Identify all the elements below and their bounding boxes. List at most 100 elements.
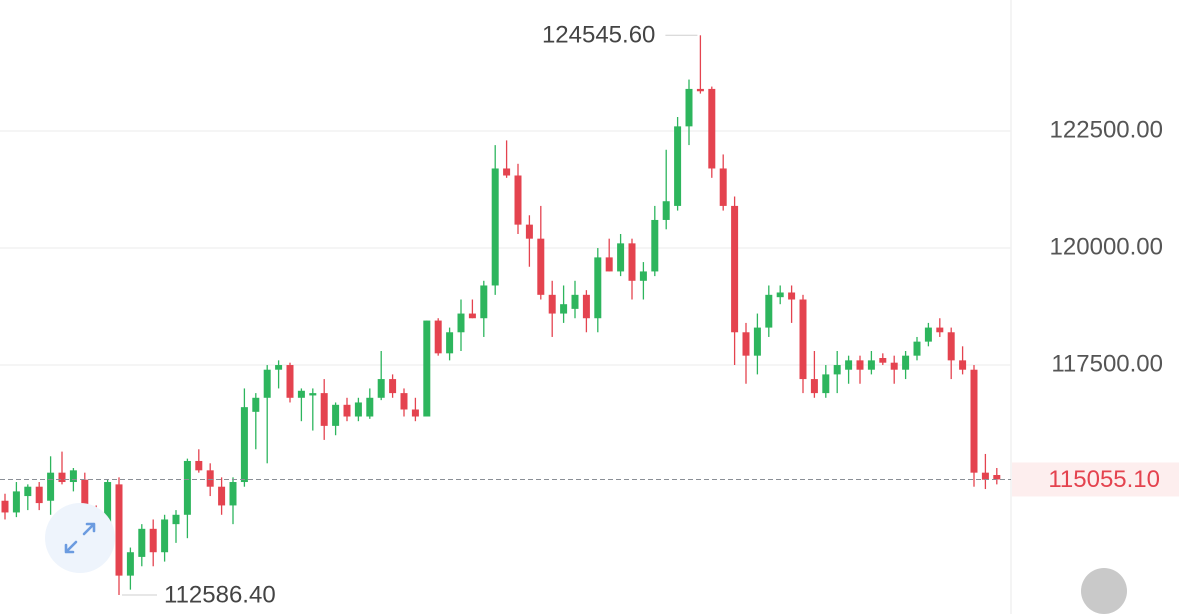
candles — [1, 35, 1001, 595]
candle-body — [218, 486, 226, 506]
candle-body — [708, 88, 716, 169]
candle-body — [924, 327, 932, 342]
candle-body — [12, 491, 20, 513]
candle-body — [206, 470, 214, 487]
candle-body — [902, 355, 910, 370]
kline-button[interactable] — [1081, 568, 1127, 614]
candle-body — [685, 88, 693, 127]
candle-body — [446, 332, 454, 354]
expand-button-bg[interactable] — [45, 503, 115, 573]
candle-body — [731, 205, 739, 333]
candle-body — [936, 327, 944, 333]
candle-body — [662, 201, 670, 220]
candle-body — [993, 475, 1001, 480]
candle-body — [719, 168, 727, 206]
candle-body — [149, 528, 157, 553]
candle-body — [867, 360, 875, 370]
candle-body — [81, 479, 89, 518]
expand-button[interactable] — [45, 503, 115, 573]
candle-body — [457, 313, 465, 333]
candle-body — [913, 341, 921, 356]
candle-body — [195, 460, 203, 471]
grid: 122500.00 120000.00 117500.00 — [0, 116, 1163, 377]
max-label: 124545.60 — [542, 22, 655, 49]
candle-body — [24, 486, 32, 497]
candle-body — [115, 484, 123, 576]
y-tick-label: 122500.00 — [1050, 116, 1163, 143]
candle-body — [582, 294, 590, 319]
candle-body — [651, 219, 659, 272]
candle-body — [491, 168, 499, 286]
candle-body — [343, 404, 351, 417]
candle-body — [742, 332, 750, 356]
overlay: 115055.10 124545.60 112586.40 — [0, 22, 1179, 608]
candle-body — [845, 360, 853, 370]
candle-body — [275, 365, 283, 370]
last-price-label: 115055.10 — [1048, 466, 1160, 493]
candle-body — [1, 500, 9, 513]
candle-body — [332, 404, 340, 426]
candle-body — [126, 552, 134, 576]
candle-body — [240, 407, 248, 483]
candle-body — [161, 519, 169, 553]
kline-button-bg[interactable] — [1081, 568, 1127, 614]
candle-body — [503, 168, 511, 176]
candle-body — [377, 379, 385, 398]
candle-body — [753, 327, 761, 356]
candle-body — [525, 224, 533, 239]
candle-body — [822, 374, 830, 394]
candle-body — [639, 271, 647, 281]
candle-body — [309, 393, 317, 396]
candle-body — [879, 358, 887, 363]
candle-body — [981, 472, 989, 480]
candle-body — [571, 294, 579, 309]
candle-body — [947, 332, 955, 361]
candle-body — [263, 369, 271, 398]
candle-body — [810, 379, 818, 394]
candle-body — [58, 472, 66, 483]
candle-body — [890, 362, 898, 370]
candle-body — [833, 365, 841, 375]
candle-body — [47, 472, 55, 501]
candle-body — [765, 294, 773, 328]
candle-body — [788, 292, 796, 300]
candle-body — [548, 294, 556, 314]
candle-body — [172, 514, 180, 525]
candle-body — [628, 243, 636, 281]
candle-body — [138, 528, 146, 557]
candle-body — [594, 257, 602, 319]
candle-body — [776, 292, 784, 298]
candle-body — [617, 243, 625, 272]
candle-body — [537, 238, 545, 295]
candle-body — [480, 285, 488, 319]
candle-body — [389, 379, 397, 394]
candle-body — [560, 304, 568, 314]
candle-body — [799, 299, 807, 380]
candle-body — [252, 397, 260, 412]
last-price-bg — [1012, 462, 1179, 497]
candle-body — [400, 393, 408, 410]
candle-body — [411, 409, 419, 417]
candle-body — [514, 175, 522, 225]
candle-body — [959, 360, 967, 370]
candle-body — [286, 365, 294, 398]
candle-body — [366, 397, 374, 417]
candle-body — [970, 369, 978, 473]
y-tick-label: 117500.00 — [1051, 350, 1163, 377]
candle-body — [605, 257, 613, 272]
y-tick-label: 120000.00 — [1050, 233, 1163, 260]
candle-body — [423, 320, 431, 417]
candle-body — [35, 486, 43, 504]
candle-body — [696, 88, 704, 92]
candle-body — [434, 320, 442, 354]
candle-body — [297, 390, 305, 398]
candle-body — [856, 360, 864, 370]
candle-body — [354, 402, 362, 417]
candle-body — [69, 470, 77, 483]
expand-icon — [64, 522, 96, 554]
candle-body — [468, 313, 476, 319]
candle-body — [183, 460, 191, 515]
min-label: 112586.40 — [164, 581, 276, 608]
